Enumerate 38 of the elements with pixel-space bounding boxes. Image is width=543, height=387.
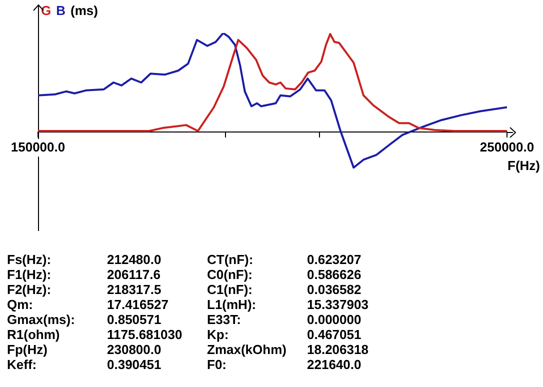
x-axis-title: F(Hz) [508,158,540,174]
text: 0.623207 [307,252,362,267]
y-axis-title: (ms) [70,3,98,18]
text: 18.206318 [307,342,370,357]
text: 0.390451 [107,357,162,372]
text: 206117.6 [107,267,162,282]
text: F2(Hz): [7,282,52,297]
text: 230800.0 [107,342,162,357]
text: 15.337903 [307,297,370,312]
text: Qm: [7,297,34,312]
text: 0.000000 [307,312,362,327]
text: 0.850571 [107,312,162,327]
text: 0.586626 [307,267,362,282]
text: Kp: [207,327,230,342]
text: F0: [207,357,228,372]
text: 1175.681030 [107,327,184,342]
text: 212480.0 [107,252,162,267]
text: F1(Hz): [7,267,52,282]
text: L1(mH): [207,297,258,312]
text: R1(ohm) [7,327,61,342]
text: 218317.5 [107,282,162,297]
text: Gmax(ms): [7,312,76,327]
x-tick-label: 250000.0 [480,139,534,154]
text: 221640.0 [307,357,362,372]
text: CT(nF): [207,252,254,267]
text: C1(nF): [207,282,254,297]
text: 0.467051 [307,327,362,342]
text: G [41,3,52,18]
text: Keff: [7,357,38,372]
text: E33T: [207,312,242,327]
text: Zmax(kOhm) [207,342,288,357]
text: B [56,3,66,18]
text: Fp(Hz) [7,342,48,357]
text: 17.416527 [107,297,170,312]
text: 0.036582 [307,282,362,297]
text: C0(nF): [207,267,254,282]
text: Fs(Hz): [7,252,52,267]
x-tick-label: 150000.0 [10,139,66,154]
